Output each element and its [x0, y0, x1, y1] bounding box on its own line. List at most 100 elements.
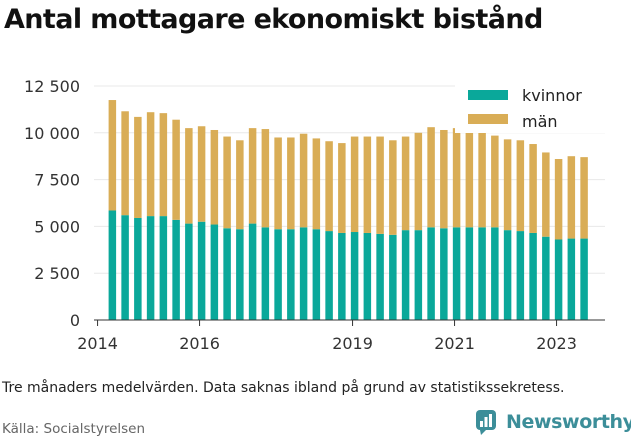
- x-axis: 2014 2016 2019 2021 2023: [77, 320, 577, 353]
- bar-kvinnor: [312, 229, 321, 320]
- bar-man: [287, 137, 295, 230]
- bar-kvinnor: [223, 228, 231, 320]
- bar-man: [210, 129, 219, 225]
- bar-man: [236, 140, 244, 230]
- bar-man: [401, 136, 410, 231]
- bar-man: [478, 130, 486, 228]
- y-tick-label: 10 000: [24, 124, 80, 143]
- bar-kvinnor: [248, 223, 257, 320]
- bar-kvinnor: [159, 216, 168, 320]
- bar-man: [172, 119, 180, 220]
- bar-man: [185, 128, 193, 224]
- bars: [108, 100, 588, 320]
- bar-man: [491, 135, 499, 228]
- x-tick-label: 2014: [77, 334, 118, 353]
- x-tick-label: 2019: [332, 334, 373, 353]
- legend-swatch-man: [468, 114, 508, 124]
- bar-kvinnor: [580, 238, 588, 320]
- bar-man: [159, 113, 168, 217]
- bar-kvinnor: [338, 232, 346, 320]
- bar-kvinnor: [389, 234, 397, 320]
- bar-kvinnor: [440, 228, 448, 320]
- y-tick-label: 2 500: [34, 264, 80, 283]
- bar-kvinnor: [185, 223, 193, 320]
- bar-kvinnor: [261, 227, 270, 320]
- bar-kvinnor: [401, 230, 410, 320]
- bar-man: [503, 139, 512, 231]
- bar-man: [197, 126, 206, 222]
- bar-man: [542, 152, 550, 237]
- legend: kvinnor män: [455, 83, 605, 133]
- bar-man: [299, 133, 308, 228]
- bar-kvinnor: [478, 227, 486, 320]
- y-axis: 0 2 500 5 000 7 500 10 000 12 500: [24, 77, 80, 330]
- bar-kvinnor: [299, 227, 308, 320]
- bar-man: [554, 159, 563, 240]
- bar-kvinnor: [427, 227, 435, 320]
- bar-man: [261, 129, 270, 228]
- bar-man: [134, 116, 142, 218]
- bar-kvinnor: [210, 224, 219, 320]
- bar-kvinnor: [503, 230, 512, 320]
- legend-swatch-kvinnor: [468, 90, 508, 100]
- bar-kvinnor: [146, 216, 155, 320]
- y-tick-label: 5 000: [34, 217, 80, 236]
- bar-kvinnor: [414, 230, 423, 320]
- bar-kvinnor: [491, 227, 499, 320]
- bar-kvinnor: [516, 231, 525, 320]
- bar-man: [350, 136, 359, 233]
- bar-kvinnor: [274, 229, 282, 320]
- legend-label-man: män: [522, 112, 558, 131]
- bar-man: [452, 128, 461, 228]
- newsworthy-logo-icon: [476, 410, 496, 435]
- bar-kvinnor: [134, 217, 142, 320]
- bar-kvinnor: [121, 215, 129, 320]
- bar-man: [567, 156, 576, 239]
- bar-kvinnor: [287, 229, 295, 320]
- y-tick-label: 12 500: [24, 77, 80, 96]
- bar-kvinnor: [554, 239, 563, 320]
- bar-man: [223, 136, 231, 229]
- bar-man: [274, 137, 282, 230]
- bar-man: [529, 144, 537, 233]
- brand-name: Newsworthy: [506, 411, 631, 433]
- y-tick-label: 0: [70, 311, 80, 330]
- bar-man: [440, 129, 448, 229]
- bar-man: [121, 111, 129, 216]
- bar-man: [146, 112, 155, 217]
- bar-kvinnor: [197, 221, 206, 320]
- bar-kvinnor: [325, 231, 333, 320]
- bar-man: [338, 143, 346, 233]
- y-tick-label: 7 500: [34, 171, 80, 190]
- bar-kvinnor: [529, 232, 537, 320]
- bar-kvinnor: [172, 219, 180, 320]
- bar-man: [427, 127, 435, 228]
- bar-kvinnor: [465, 227, 474, 320]
- bar-man: [248, 128, 257, 224]
- x-tick-label: 2016: [179, 334, 220, 353]
- chart-note: Tre månaders medelvärden. Data saknas ib…: [2, 380, 565, 396]
- brand-logo: Newsworthy: [475, 409, 631, 435]
- bar-kvinnor: [376, 233, 384, 320]
- bar-man: [516, 140, 525, 232]
- x-tick-label: 2023: [536, 334, 577, 353]
- bar-kvinnor: [350, 232, 359, 320]
- bar-kvinnor: [363, 232, 372, 320]
- bar-kvinnor: [542, 236, 550, 320]
- x-tick-label: 2021: [434, 334, 475, 353]
- bar-man: [389, 140, 397, 235]
- bar-man: [108, 100, 117, 211]
- bar-man: [325, 141, 333, 232]
- bar-man: [312, 138, 321, 230]
- bar-man: [580, 157, 588, 239]
- bar-man: [414, 132, 423, 231]
- bar-man: [363, 136, 372, 233]
- bar-kvinnor: [567, 238, 576, 320]
- source-credit: Källa: Socialstyrelsen: [2, 421, 146, 437]
- bar-kvinnor: [452, 227, 461, 320]
- bar-kvinnor: [108, 210, 117, 320]
- bar-man: [376, 136, 384, 234]
- chart-title: Antal mottagare ekonomiskt bistånd: [4, 4, 543, 35]
- bar-man: [465, 126, 474, 228]
